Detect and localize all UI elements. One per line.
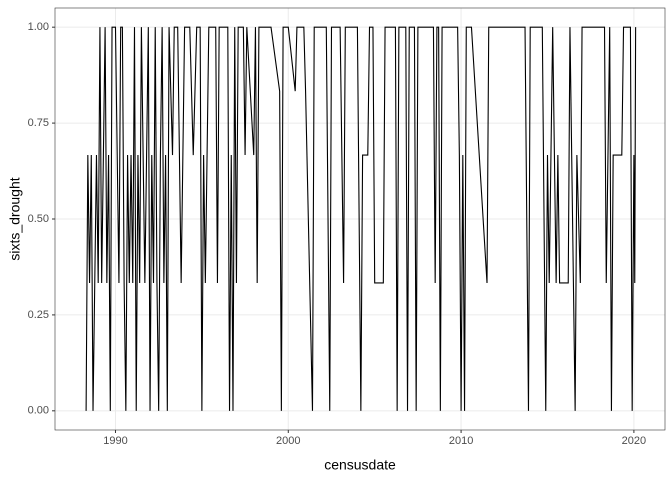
x-axis-label: censusdate [324,457,396,473]
y-tick-label: 0.00 [28,405,49,417]
y-tick-label: 0.25 [28,309,49,321]
x-tick-label: 2020 [622,435,646,447]
x-tick-label: 2010 [449,435,473,447]
y-tick-label: 0.75 [28,117,49,129]
y-tick-label: 0.50 [28,213,49,225]
x-tick-label: 2000 [276,435,300,447]
y-axis-label: sixts_drought [7,177,23,260]
y-tick-label: 1.00 [28,21,49,33]
x-tick-label: 1990 [103,435,127,447]
line [85,26,637,411]
